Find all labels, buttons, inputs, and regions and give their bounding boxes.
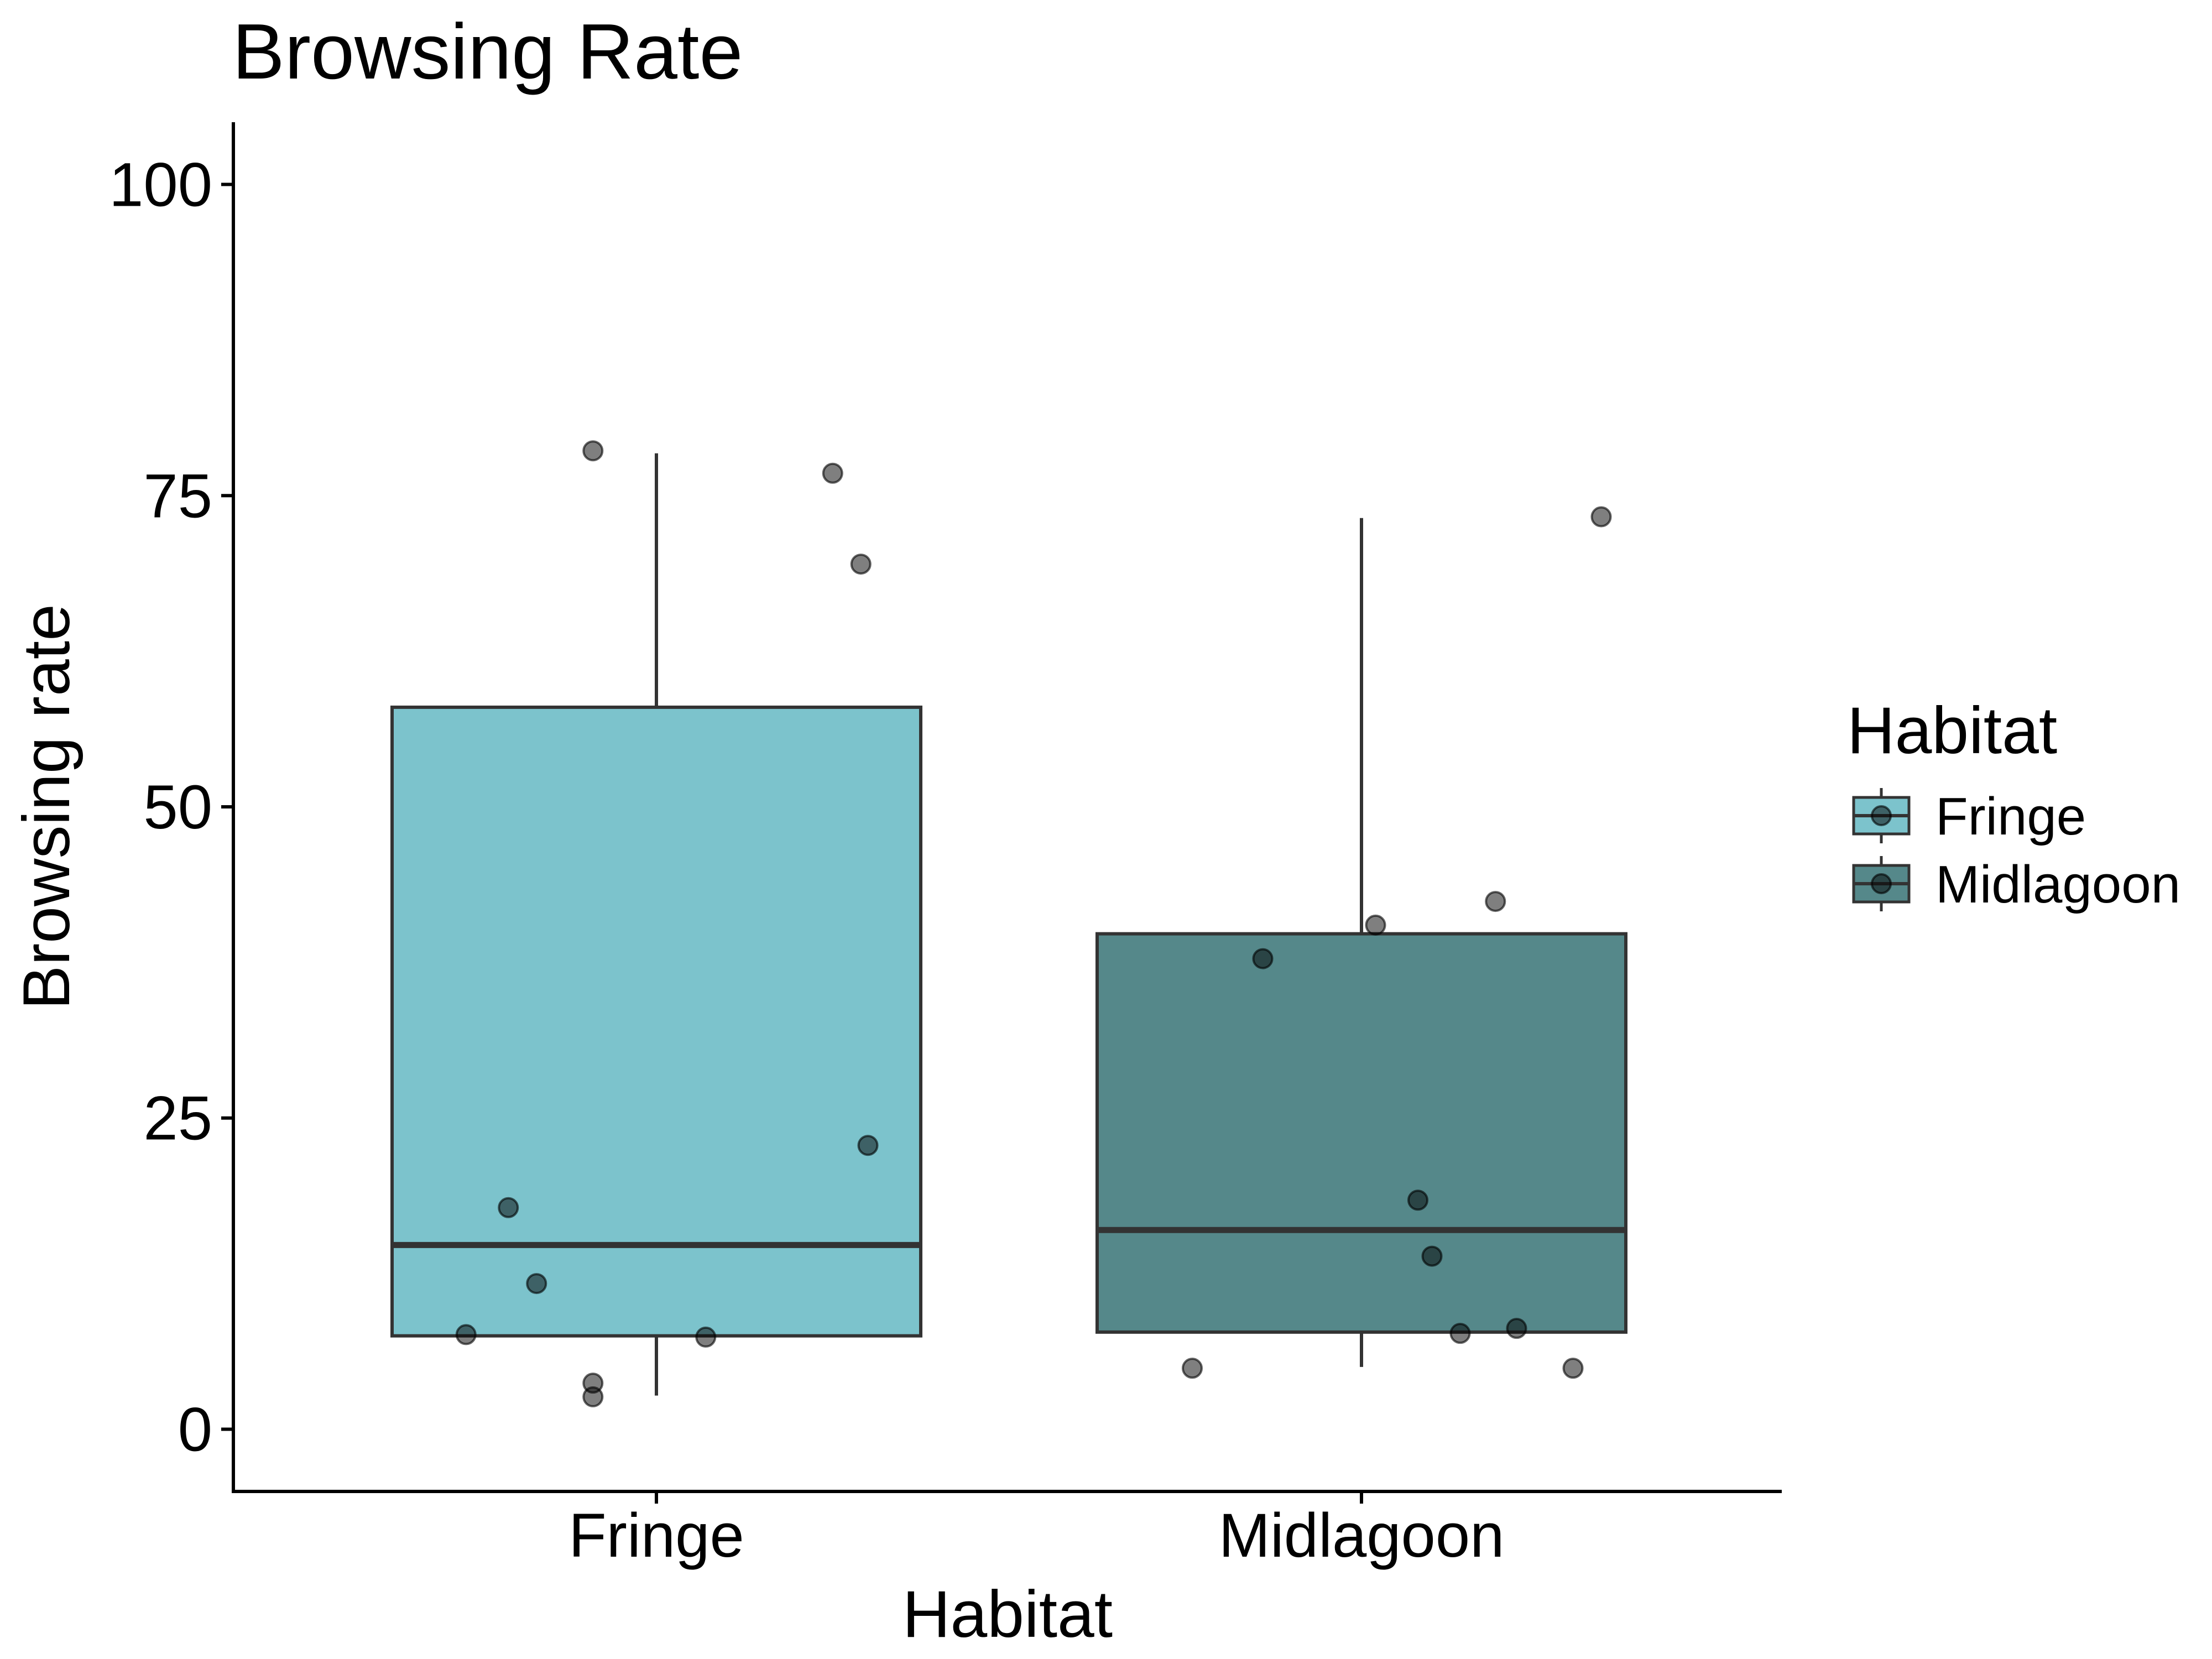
data-point <box>1421 1245 1443 1267</box>
legend-point <box>1871 805 1892 826</box>
x-tick-label: Midlagoon <box>1219 1501 1505 1570</box>
data-point <box>1182 1358 1203 1379</box>
data-point <box>1506 1318 1527 1339</box>
data-point <box>1365 914 1386 936</box>
data-point <box>1449 1323 1471 1344</box>
legend-label: Midlagoon <box>1936 855 2180 914</box>
data-point <box>695 1326 717 1348</box>
data-point <box>498 1197 519 1218</box>
x-axis-title: Habitat <box>902 1577 1113 1651</box>
legend: Habitat Fringe Midlagoon <box>1847 693 2180 914</box>
data-point <box>1407 1190 1428 1211</box>
legend-label: Fringe <box>1936 787 2086 846</box>
data-point <box>1562 1358 1584 1379</box>
x-axis-ticks: Fringe Midlagoon <box>568 1491 1504 1570</box>
data-point <box>822 462 843 484</box>
legend-key-fringe: Fringe <box>1852 787 2086 846</box>
y-tick-label: 100 <box>109 150 212 220</box>
data-point <box>850 554 872 575</box>
data-point <box>857 1135 879 1156</box>
legend-key-midlagoon: Midlagoon <box>1852 855 2180 914</box>
plot-area <box>390 440 1627 1407</box>
legend-title: Habitat <box>1847 693 2057 768</box>
data-point <box>582 440 604 462</box>
data-point <box>1252 948 1274 969</box>
y-axis-title: Browsing rate <box>9 604 84 1010</box>
box <box>1095 932 1627 1334</box>
y-tick-label: 50 <box>143 773 212 842</box>
box-group-fringe <box>390 453 922 1396</box>
box <box>390 705 922 1338</box>
data-point <box>1485 891 1506 912</box>
y-tick-label: 0 <box>178 1395 212 1464</box>
data-point <box>582 1386 604 1407</box>
data-point <box>526 1273 547 1295</box>
y-tick-label: 75 <box>143 461 212 530</box>
x-tick-label: Fringe <box>568 1501 744 1570</box>
legend-point <box>1871 873 1892 894</box>
data-point <box>455 1324 477 1345</box>
data-point <box>1590 506 1612 528</box>
y-axis-ticks: 0 25 50 75 100 <box>109 150 233 1464</box>
y-tick-label: 25 <box>143 1084 212 1153</box>
box-group-midlagoon <box>1095 518 1627 1367</box>
chart-title: Browsing Rate <box>232 8 743 96</box>
